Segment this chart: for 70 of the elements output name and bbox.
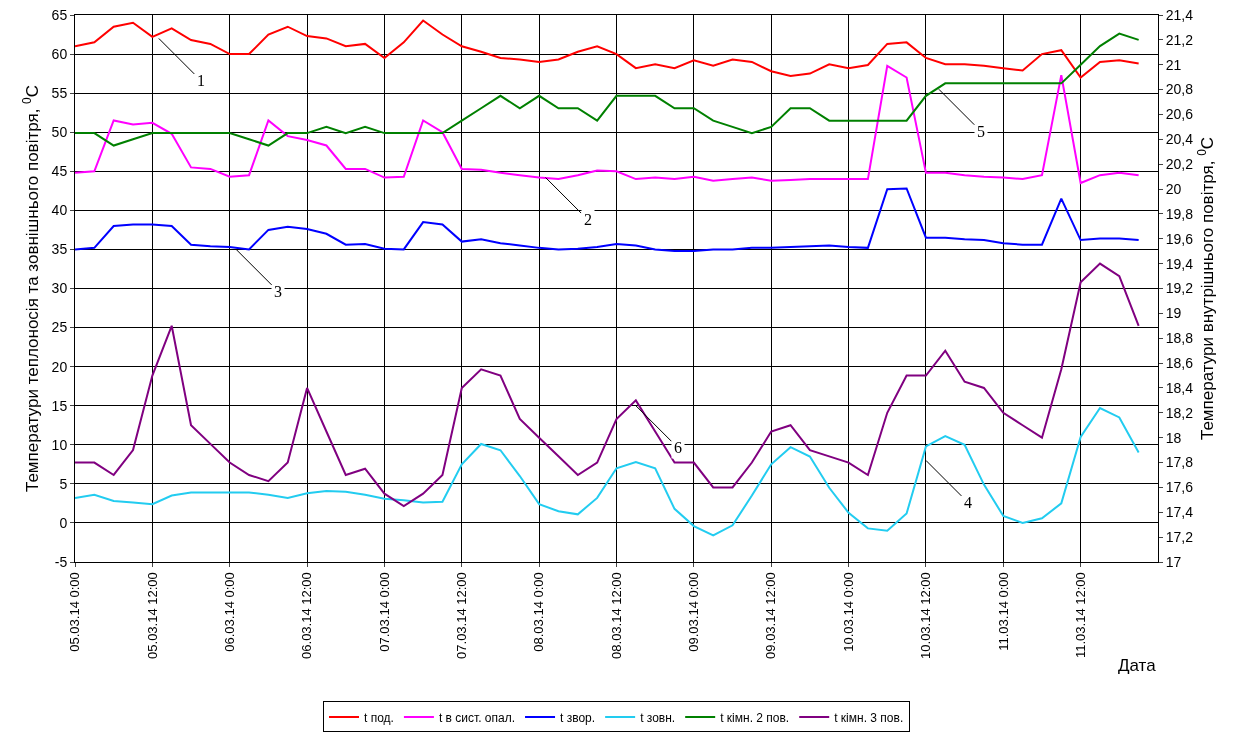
y2-tick-label: 17,2	[1165, 529, 1194, 546]
y2-tick-label: 17,4	[1165, 504, 1194, 521]
y-tick-label: -5	[54, 553, 68, 570]
x-tick-label: 06.03.14 0:00	[221, 572, 237, 652]
y2-tick-label: 18,4	[1165, 379, 1194, 396]
y-tick-label: 35	[51, 241, 68, 258]
legend-label: t кімн. 3 пов.	[834, 710, 904, 725]
x-tick-label: 05.03.14 12:00	[144, 572, 160, 659]
line-series	[75, 64, 1140, 185]
x-tick-label: 05.03.14 0:00	[67, 572, 83, 652]
y-tick-label: 0	[59, 514, 68, 531]
annotation: 6	[674, 439, 682, 456]
y-tick-label: 40	[51, 202, 68, 219]
y2-tick-label: 18	[1165, 429, 1182, 446]
legend-label: t звор.	[560, 710, 596, 725]
x-tick-label: 08.03.14 0:00	[531, 572, 547, 652]
x-tick-label: 09.03.14 0:00	[686, 572, 702, 652]
y2-tick-label: 20,6	[1165, 106, 1194, 123]
y2-tick-label: 17,8	[1165, 454, 1194, 471]
line-series	[75, 187, 1140, 252]
y2-tick-label: 18,6	[1165, 354, 1194, 371]
legend-label: t под.	[364, 710, 394, 725]
line-series	[75, 262, 1140, 508]
y2-tick-label: 21	[1165, 56, 1182, 73]
y2-tick-label: 20,4	[1165, 131, 1194, 148]
y2-tick-label: 21,2	[1165, 31, 1194, 48]
y-tick-label: 55	[51, 85, 68, 102]
y2-tick-label: 17,6	[1165, 479, 1194, 496]
y2-tick-label: 19,8	[1165, 205, 1194, 222]
y-tick-label: 65	[51, 6, 68, 23]
x-tick-label: 11.03.14 0:00	[995, 572, 1011, 651]
y-tick-label: 25	[51, 319, 68, 336]
y2-tick-label: 21,4	[1165, 6, 1194, 23]
annotation: 4	[964, 494, 972, 511]
y2-tick-label: 18,2	[1165, 404, 1194, 421]
y-tick-label: 15	[51, 397, 68, 414]
y-tick-label: 5	[59, 475, 68, 492]
x-tick-label: 10.03.14 12:00	[918, 572, 934, 659]
y2-tick-label: 19	[1165, 305, 1182, 322]
y-tick-label: 30	[51, 280, 68, 297]
y2-tick-label: 19,6	[1165, 230, 1194, 247]
annotation: 5	[977, 123, 985, 140]
x-tick-label: 09.03.14 12:00	[763, 572, 779, 659]
x-tick-label: 07.03.14 12:00	[454, 572, 470, 659]
annotation: 3	[274, 283, 282, 300]
y-tick-label: 50	[51, 124, 68, 141]
y2-tick-label: 18,8	[1165, 330, 1194, 347]
line-series	[75, 32, 1140, 147]
y2-tick-label: 19,2	[1165, 280, 1194, 297]
y-tick-label: 10	[51, 436, 68, 453]
x-axis-title: Дата	[1118, 656, 1157, 675]
line-series	[75, 407, 1140, 537]
x-tick-label: 11.03.14 12:00	[1072, 572, 1088, 658]
y-tick-label: 20	[51, 358, 68, 375]
y2-tick-label: 20,8	[1165, 81, 1194, 98]
x-tick-label: 10.03.14 0:00	[840, 572, 856, 652]
legend-label: t в сист. опал.	[438, 710, 516, 725]
annotation: 2	[584, 211, 592, 228]
y-tick-label: 60	[51, 45, 68, 62]
x-tick-label: 06.03.14 12:00	[299, 572, 315, 659]
y2-tick-label: 20,2	[1165, 156, 1194, 173]
y2-tick-label: 20	[1165, 180, 1182, 197]
legend-label: t зовн.	[640, 710, 676, 725]
legend-label: t кімн. 2 пов.	[720, 710, 790, 725]
y2-tick-label: 17	[1165, 553, 1182, 570]
x-tick-label: 07.03.14 0:00	[376, 572, 392, 652]
y2-tick-label: 19,4	[1165, 255, 1194, 272]
y-tick-label: 45	[51, 163, 68, 180]
annotation: 1	[197, 72, 205, 89]
x-tick-label: 08.03.14 12:00	[608, 572, 624, 659]
